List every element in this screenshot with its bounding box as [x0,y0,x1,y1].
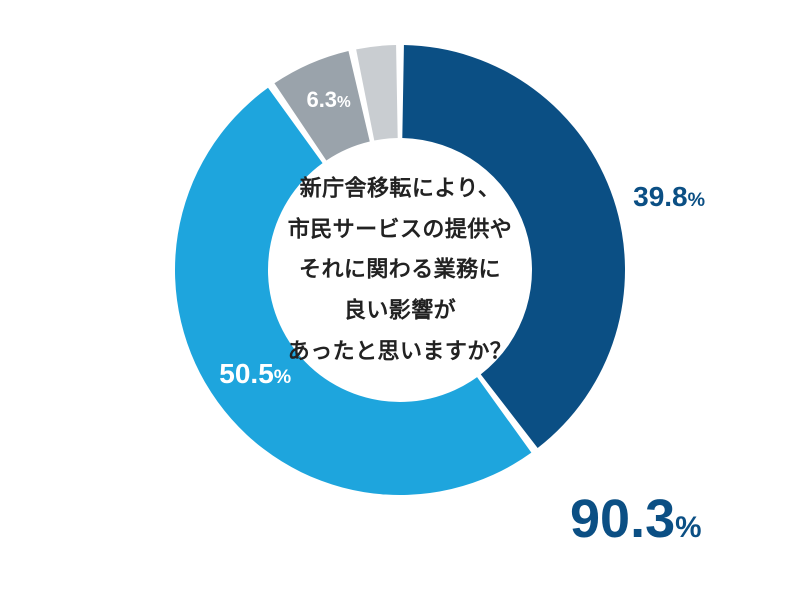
donut-chart: 新庁舎移転により、市民サービスの提供やそれに関わる業務に良い影響があったと思いま… [170,40,630,500]
center-line: あったと思いますか？ [260,331,540,372]
center-line: それに関わる業務に [260,250,540,291]
highlight-total: 90.3% [570,488,702,550]
slice-label: 39.8% [633,181,705,213]
percent-sign: % [675,511,701,544]
center-line: 市民サービスの提供や [260,209,540,250]
slice-label: 50.5% [219,358,291,390]
slice-label: 3.4% [362,5,406,31]
center-question: 新庁舎移転により、市民サービスの提供やそれに関わる業務に良い影響があったと思いま… [260,168,540,371]
highlight-value: 90.3 [570,489,675,549]
center-line: 良い影響が [260,290,540,331]
center-line: 新庁舎移転により、 [260,168,540,209]
slice-label: 6.3% [306,87,350,113]
